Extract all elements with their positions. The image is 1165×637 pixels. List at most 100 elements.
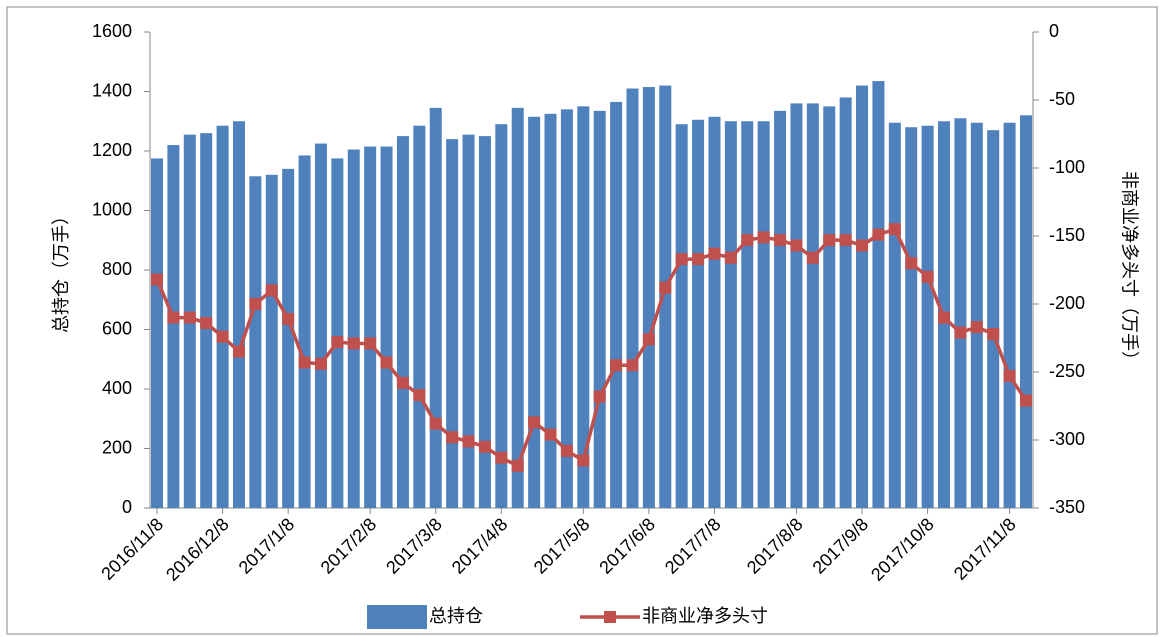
bar bbox=[708, 116, 721, 508]
marker bbox=[642, 333, 655, 346]
marker bbox=[396, 376, 409, 389]
marker bbox=[413, 389, 426, 402]
y2-tick-label: -250 bbox=[1049, 361, 1085, 381]
bar bbox=[921, 125, 934, 509]
marker bbox=[560, 444, 573, 457]
marker bbox=[708, 247, 721, 260]
bar bbox=[888, 122, 901, 509]
marker bbox=[774, 234, 787, 247]
y-axis-title: 总持仓（万手） bbox=[51, 207, 71, 333]
y-tick-label: 600 bbox=[102, 318, 132, 338]
y-tick-label: 800 bbox=[102, 259, 132, 279]
marker bbox=[544, 428, 557, 441]
y2-tick-label: -200 bbox=[1049, 293, 1085, 313]
marker bbox=[987, 327, 1000, 340]
marker bbox=[347, 337, 360, 350]
marker bbox=[528, 416, 541, 429]
y-tick-label: 1600 bbox=[92, 21, 132, 41]
bar bbox=[331, 158, 344, 508]
bar bbox=[478, 136, 491, 508]
marker bbox=[626, 359, 639, 372]
y2-axis-title: 非商业净多头寸（万手） bbox=[1119, 171, 1139, 369]
marker bbox=[232, 345, 245, 358]
bar bbox=[314, 143, 327, 508]
marker bbox=[495, 451, 508, 464]
bar bbox=[970, 122, 983, 509]
marker bbox=[1020, 394, 1032, 407]
bar bbox=[429, 107, 442, 509]
bar bbox=[560, 109, 573, 508]
marker bbox=[921, 270, 934, 283]
chart-border bbox=[6, 6, 1158, 635]
bar bbox=[806, 103, 819, 509]
marker bbox=[938, 311, 951, 324]
y2-tick-label: -350 bbox=[1049, 497, 1085, 517]
marker bbox=[462, 435, 475, 448]
bar bbox=[659, 85, 672, 509]
legend-label: 总持仓 bbox=[429, 606, 483, 626]
x-tick-label: 2017/6/8 bbox=[595, 514, 659, 578]
bar bbox=[528, 116, 541, 508]
marker bbox=[839, 234, 852, 247]
marker bbox=[724, 251, 737, 264]
y-tick-label: 0 bbox=[122, 497, 132, 517]
bar bbox=[839, 97, 852, 508]
marker bbox=[380, 356, 393, 369]
x-tick-label: 2017/5/8 bbox=[530, 514, 594, 578]
x-tick-label: 2017/7/8 bbox=[661, 514, 725, 578]
x-tick-label: 2017/1/8 bbox=[235, 514, 299, 578]
x-tick-label: 2016/12/8 bbox=[162, 514, 233, 585]
y2-tick-label: -50 bbox=[1049, 89, 1075, 109]
bar bbox=[577, 106, 590, 508]
y2-tick-label: -100 bbox=[1049, 157, 1085, 177]
bar bbox=[265, 174, 278, 509]
bar bbox=[249, 176, 262, 508]
bar bbox=[347, 149, 360, 508]
bar bbox=[462, 134, 475, 508]
bar bbox=[446, 139, 459, 508]
marker bbox=[216, 330, 229, 343]
marker bbox=[429, 417, 442, 430]
bar bbox=[511, 107, 524, 509]
marker bbox=[856, 239, 869, 252]
bar bbox=[954, 118, 967, 509]
y2-tick-label: -150 bbox=[1049, 225, 1085, 245]
bar bbox=[593, 110, 606, 509]
x-tick-label: 2016/11/8 bbox=[97, 514, 167, 584]
legend-swatch bbox=[367, 605, 427, 629]
marker bbox=[757, 231, 770, 244]
bar bbox=[151, 158, 163, 508]
x-tick-label: 2017/10/8 bbox=[867, 514, 938, 585]
marker bbox=[675, 253, 688, 266]
bar bbox=[823, 106, 836, 508]
bar bbox=[741, 121, 754, 508]
y-tick-label: 400 bbox=[102, 378, 132, 398]
marker bbox=[151, 273, 163, 286]
marker bbox=[282, 312, 295, 325]
bar bbox=[1003, 122, 1016, 509]
marker bbox=[478, 440, 491, 453]
marker bbox=[610, 359, 623, 372]
marker bbox=[872, 228, 885, 241]
y-tick-label: 1000 bbox=[92, 199, 132, 219]
bar bbox=[544, 113, 557, 508]
marker bbox=[1003, 370, 1016, 383]
bar bbox=[167, 145, 180, 509]
bar bbox=[232, 121, 245, 508]
bar bbox=[380, 146, 393, 508]
bar bbox=[757, 121, 770, 508]
bar bbox=[724, 121, 737, 508]
y-tick-label: 1200 bbox=[92, 140, 132, 160]
bar bbox=[495, 124, 508, 508]
x-tick-label: 2017/9/8 bbox=[809, 514, 873, 578]
bar bbox=[872, 81, 885, 509]
bar bbox=[298, 155, 311, 508]
marker bbox=[167, 311, 180, 324]
marker bbox=[888, 223, 901, 236]
bar bbox=[1020, 115, 1032, 509]
marker bbox=[511, 459, 524, 472]
marker bbox=[806, 251, 819, 264]
marker bbox=[954, 326, 967, 339]
bar bbox=[626, 88, 639, 509]
